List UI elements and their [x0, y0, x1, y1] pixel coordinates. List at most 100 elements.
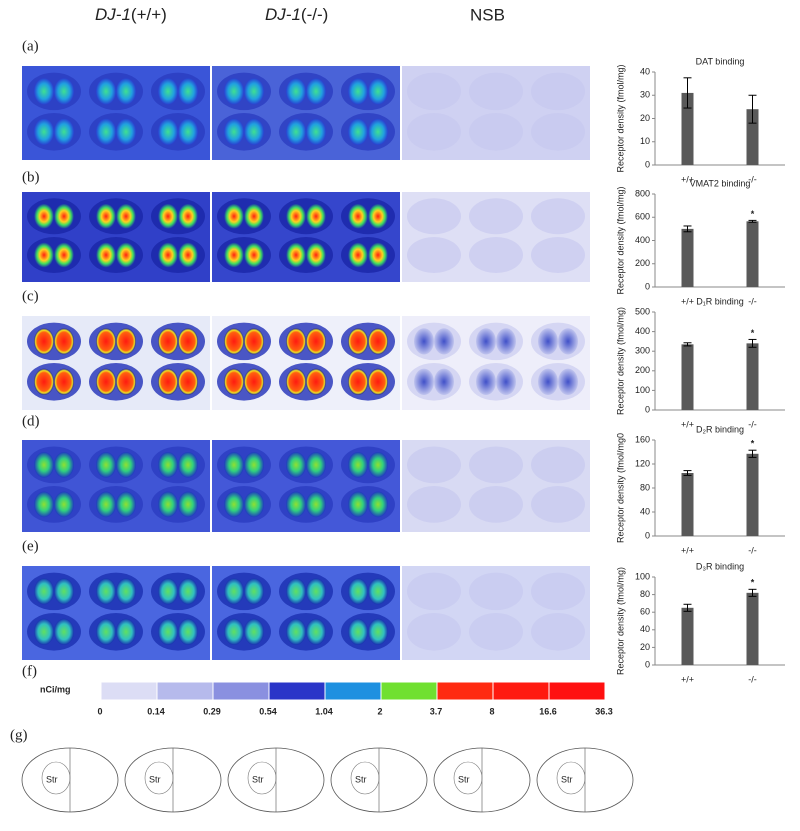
brain-section — [531, 237, 585, 273]
chart-title: DAT binding — [696, 56, 745, 66]
striatum — [158, 368, 178, 395]
striatum — [558, 328, 578, 355]
colorbar-segment — [156, 681, 214, 701]
striatum — [306, 618, 326, 645]
y-axis-label: Receptor density (fmol/mg) — [615, 64, 625, 172]
chart-title: D₂R binding — [696, 424, 744, 434]
striatum — [244, 78, 264, 105]
brain-section — [407, 72, 461, 111]
bar — [681, 92, 694, 165]
colorbar-segment — [268, 681, 326, 701]
striatum — [54, 203, 74, 229]
brain-section — [469, 72, 523, 111]
striatum — [306, 78, 326, 105]
striatum — [158, 491, 178, 518]
striatum — [34, 618, 54, 645]
striatum — [244, 118, 264, 145]
panel-label: (c) — [22, 288, 39, 304]
striatum — [178, 328, 198, 355]
bar — [681, 344, 694, 410]
striatum — [244, 578, 264, 605]
y-tick-label: 0 — [645, 404, 650, 414]
chart-title: VMAT2 binding — [690, 178, 751, 188]
striatum — [178, 578, 198, 605]
striatum — [538, 368, 558, 395]
striatum — [224, 203, 244, 229]
y-axis-label: Receptor density (fmol/mg) — [615, 186, 625, 294]
panel-label: (g) — [10, 727, 28, 743]
colorbar-tick-label: 0.54 — [259, 706, 277, 716]
striatum — [116, 118, 136, 145]
striatum — [286, 618, 306, 645]
striatum — [348, 618, 368, 645]
panel-label: (a) — [22, 38, 39, 54]
brain-section — [531, 198, 585, 235]
striatum — [116, 242, 136, 268]
striatum — [54, 78, 74, 105]
bar — [746, 453, 759, 536]
striatum — [286, 368, 306, 395]
striatum — [158, 328, 178, 355]
y-tick-label: 400 — [635, 326, 650, 336]
striatum — [224, 78, 244, 105]
bar — [681, 607, 694, 665]
striatum — [96, 78, 116, 105]
striatum — [158, 78, 178, 105]
bar — [746, 592, 759, 665]
colorbar-unit: nCi/mg — [40, 684, 71, 694]
striatum — [348, 78, 368, 105]
striatum — [368, 118, 388, 145]
striatum — [178, 368, 198, 395]
bar — [681, 228, 694, 287]
striatum — [558, 368, 578, 395]
y-tick-label: 600 — [635, 212, 650, 222]
striatum — [178, 78, 198, 105]
colorbar-segment — [492, 681, 550, 701]
striatum — [306, 368, 326, 395]
striatum — [116, 618, 136, 645]
atlas-striatum — [556, 761, 586, 795]
x-tick-label: +/+ — [681, 674, 694, 684]
striatum — [34, 578, 54, 605]
brain-section — [469, 613, 523, 651]
striatum — [368, 618, 388, 645]
striatum — [96, 578, 116, 605]
striatum — [34, 203, 54, 229]
striatum — [414, 368, 434, 395]
atlas-label: Str — [46, 774, 58, 784]
striatum — [116, 578, 136, 605]
striatum — [178, 491, 198, 518]
striatum — [348, 578, 368, 605]
striatum — [244, 242, 264, 268]
y-tick-label: 20 — [640, 113, 650, 123]
y-axis-label: Receptor density (fmol/mg0 — [615, 433, 625, 543]
striatum — [34, 118, 54, 145]
y-tick-label: 100 — [635, 385, 650, 395]
striatum — [286, 491, 306, 518]
striatum — [244, 203, 264, 229]
brain-section — [407, 572, 461, 611]
striatum — [496, 328, 516, 355]
striatum — [54, 451, 74, 478]
brain-section — [531, 72, 585, 111]
striatum — [54, 328, 74, 355]
y-tick-label: 200 — [635, 258, 650, 268]
striatum — [368, 451, 388, 478]
striatum — [244, 491, 264, 518]
atlas-striatum — [41, 761, 71, 795]
panel-label: (d) — [22, 413, 40, 429]
striatum — [348, 368, 368, 395]
striatum — [116, 78, 136, 105]
colorbar-segment — [212, 681, 270, 701]
striatum — [158, 242, 178, 268]
brain-section — [469, 113, 523, 151]
x-tick-label: -/- — [748, 174, 757, 184]
striatum — [224, 578, 244, 605]
y-tick-label: 120 — [635, 458, 650, 468]
y-tick-label: 400 — [635, 235, 650, 245]
significance-marker: * — [751, 578, 755, 588]
y-axis-label: Receptor density (fmol/mg) — [615, 307, 625, 415]
striatum — [348, 491, 368, 518]
striatum — [286, 328, 306, 355]
significance-marker: * — [751, 328, 755, 338]
